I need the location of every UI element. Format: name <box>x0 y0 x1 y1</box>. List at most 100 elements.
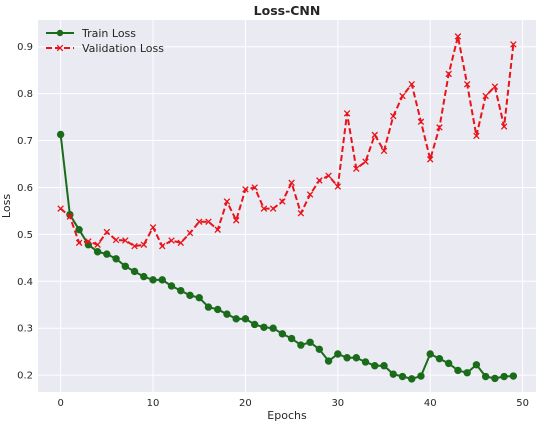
data-point <box>278 330 287 338</box>
data-point <box>362 158 369 165</box>
legend-train-loss-marker <box>56 29 64 37</box>
data-point <box>186 291 194 300</box>
data-point <box>316 177 323 184</box>
y-tick-label: 0.4 <box>17 277 33 288</box>
gridlines <box>38 20 536 392</box>
data-point <box>158 276 166 284</box>
x-tick-label: 0 <box>57 398 63 409</box>
data-point <box>269 205 277 212</box>
data-point <box>454 366 462 375</box>
data-point <box>223 198 231 205</box>
legend-train-loss-label: Train Loss <box>81 27 136 40</box>
data-point <box>159 242 166 250</box>
data-point <box>463 369 471 377</box>
data-point <box>473 132 480 140</box>
series-layer <box>56 33 518 383</box>
data-point <box>398 372 407 381</box>
data-point <box>297 210 305 217</box>
data-point <box>56 130 65 139</box>
y-tick-label: 0.6 <box>17 183 33 194</box>
data-point <box>103 250 111 258</box>
data-point <box>260 323 268 331</box>
data-point <box>472 361 481 369</box>
data-point <box>491 83 499 90</box>
data-point <box>279 198 286 205</box>
x-tick-label: 10 <box>147 398 160 409</box>
data-point <box>380 147 388 155</box>
series-line-validation-loss <box>59 35 515 248</box>
data-point <box>352 354 360 362</box>
data-point <box>204 303 213 311</box>
data-point <box>371 362 379 370</box>
y-tick-label: 0.3 <box>17 324 33 335</box>
data-point <box>324 357 333 365</box>
data-point <box>436 124 443 131</box>
data-point <box>122 237 129 244</box>
data-point <box>426 156 434 163</box>
data-point <box>232 315 240 323</box>
data-point <box>454 33 462 40</box>
data-point <box>509 372 518 380</box>
data-point <box>435 354 444 363</box>
x-tick-label: 40 <box>424 398 437 409</box>
x-axis-title: Epochs <box>267 409 307 422</box>
data-point <box>75 239 83 247</box>
data-point <box>325 172 332 180</box>
data-point <box>399 92 406 100</box>
data-point <box>445 70 452 78</box>
data-point <box>177 286 185 295</box>
x-tick-label: 30 <box>331 398 344 409</box>
y-tick-label: 0.2 <box>17 371 33 382</box>
chart-title: Loss-CNN <box>254 3 321 18</box>
data-point <box>361 358 370 366</box>
data-point <box>93 248 102 256</box>
data-point <box>353 165 360 172</box>
series-train-loss <box>56 130 518 383</box>
y-tick-label: 0.5 <box>17 230 33 241</box>
data-point <box>250 320 259 329</box>
data-point <box>57 205 64 212</box>
data-point <box>481 372 490 381</box>
y-tick-label: 0.9 <box>17 42 33 53</box>
data-point <box>463 81 471 88</box>
data-point <box>112 255 120 263</box>
data-point <box>334 350 342 358</box>
y-tick-label: 0.7 <box>17 136 33 147</box>
data-point <box>417 372 425 380</box>
data-point <box>130 267 139 276</box>
data-point <box>482 92 489 100</box>
data-point <box>444 359 453 368</box>
data-point <box>242 186 249 193</box>
tick-labels: 0 10 20 30 40 50 0.2 0.3 0.4 0.5 0.6 0.7 0.8 0.9 <box>17 42 529 409</box>
data-point <box>334 183 342 190</box>
data-point <box>297 341 305 349</box>
data-point <box>186 229 194 237</box>
data-point <box>112 236 120 244</box>
data-point <box>232 217 240 224</box>
data-point <box>371 131 379 139</box>
data-point <box>168 237 175 244</box>
plot-area <box>38 20 536 392</box>
data-point <box>75 225 83 234</box>
data-point <box>380 362 388 370</box>
data-point <box>288 179 295 187</box>
data-point <box>306 191 314 198</box>
data-point <box>500 123 508 130</box>
data-point <box>389 112 397 120</box>
data-point <box>417 118 425 126</box>
x-tick-label: 20 <box>239 398 252 409</box>
data-point <box>500 372 508 381</box>
data-point <box>121 262 130 270</box>
legend-validation-loss-label: Validation Loss <box>82 42 164 55</box>
data-point <box>131 242 138 250</box>
data-point <box>149 224 157 231</box>
data-point <box>389 370 397 378</box>
data-point <box>214 305 222 314</box>
y-axis-title: Loss <box>0 194 13 218</box>
data-point <box>343 110 351 117</box>
data-point <box>66 213 74 220</box>
data-point <box>315 345 324 354</box>
data-point <box>426 350 434 358</box>
data-point <box>408 375 416 383</box>
